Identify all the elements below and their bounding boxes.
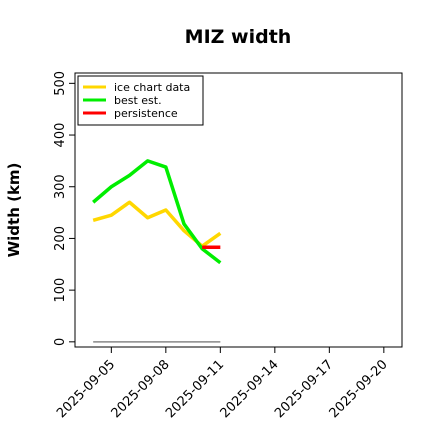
series-line-ice-chart-data <box>92 200 222 248</box>
y-tick-label: 500 <box>53 71 68 96</box>
y-tick-label: 400 <box>53 123 68 148</box>
y-tick-label: 300 <box>53 174 68 199</box>
x-axis: 2025-09-052025-09-082025-09-112025-09-14… <box>54 347 391 421</box>
legend-label-ice-chart-data: ice chart data <box>114 81 190 94</box>
x-tick-label: 2025-09-20 <box>327 357 391 421</box>
y-tick-label: 200 <box>53 226 68 251</box>
legend: ice chart data best est. persistence <box>77 75 204 126</box>
legend-label-best-est: best est. <box>114 94 162 107</box>
plot-area-frame <box>74 72 403 348</box>
y-tick-label: 0 <box>53 338 68 346</box>
y-axis: 0 100 200 300 400 500 <box>53 71 75 346</box>
series-line-best-est <box>92 159 222 265</box>
chart-title: MIZ width <box>185 26 292 48</box>
y-tick-label: 100 <box>53 278 68 303</box>
legend-label-persistence: persistence <box>114 107 178 120</box>
series-layer <box>92 159 222 343</box>
y-axis-label: Width (km) <box>5 163 23 258</box>
